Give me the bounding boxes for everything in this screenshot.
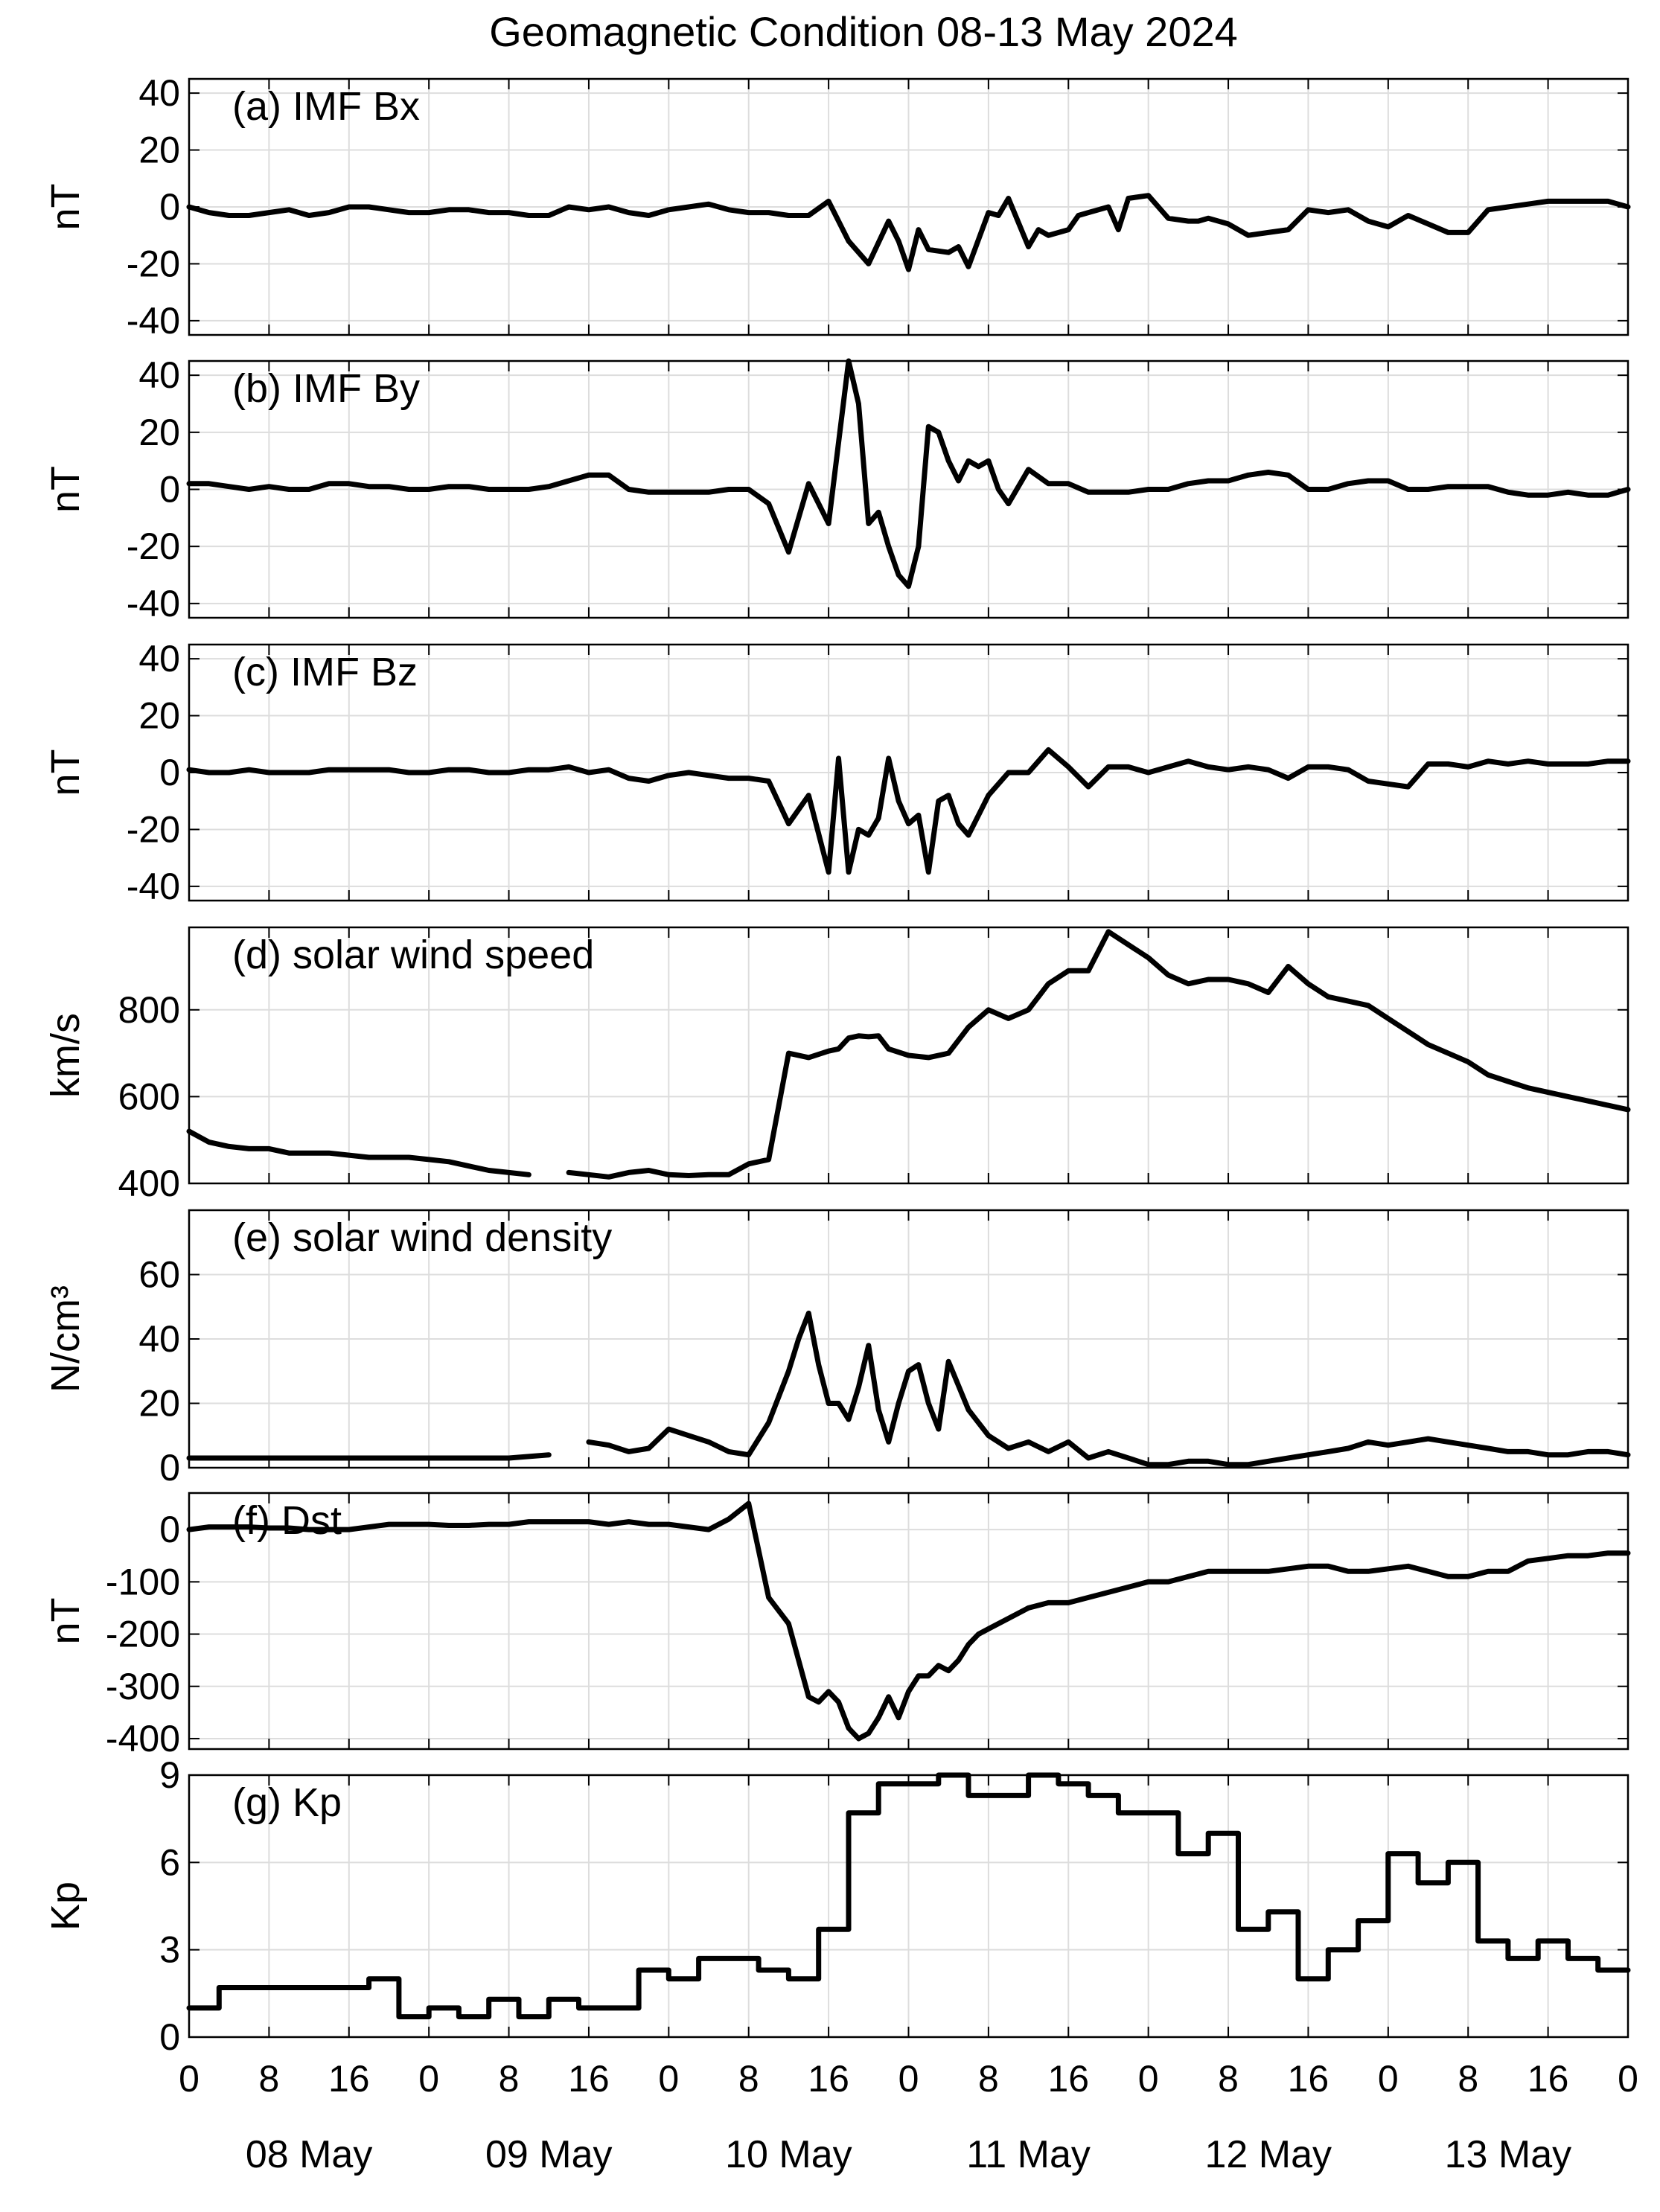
y-tick-label: 40 (138, 72, 180, 114)
y-axis-label: nT (43, 183, 88, 230)
panel-4: 60 40 20 0 (e) solar wind density N/cm³ (43, 1209, 1631, 1489)
x-tick-label: 0 (179, 2058, 199, 2100)
panel-frame (188, 1492, 1629, 1751)
panel-title: (d) solar wind speed (232, 933, 594, 977)
x-tick-label: 16 (1047, 2058, 1089, 2100)
y-tick-label: 20 (138, 130, 180, 171)
series-line (186, 193, 1631, 272)
y-tick-label: -200 (106, 1614, 180, 1655)
y-axis-label: nT (43, 466, 88, 513)
panel-title: (e) solar wind density (232, 1215, 612, 1260)
y-tick-label: 0 (159, 752, 180, 793)
y-tick-label: 6 (159, 1841, 180, 1883)
y-tick-label: -100 (106, 1561, 180, 1602)
y-tick-label: 9 (159, 1754, 180, 1796)
x-day-label: 13 May (1445, 2133, 1572, 2176)
y-tick-label: 20 (138, 695, 180, 737)
x-day-label: 09 May (485, 2133, 613, 2176)
y-tick-label: 0 (159, 1509, 180, 1550)
y-tick-label: -400 (106, 1718, 180, 1759)
x-day-label: 11 May (966, 2133, 1091, 2176)
x-tick-label: 0 (1138, 2058, 1159, 2100)
panel-frame (188, 1774, 1629, 2039)
y-tick-label: 40 (138, 1318, 180, 1360)
y-axis-label: nT (43, 1597, 88, 1644)
x-tick-label: 8 (978, 2058, 999, 2100)
panels: 40 20 0 -20 -40 (a) IMF Bx nT 40 20 0 -20 -40 (b) IM… (43, 72, 1631, 2058)
panel-2: 40 20 0 -20 -40 (c) IMF Bz nT (43, 638, 1631, 907)
x-tick-label: 16 (808, 2058, 849, 2100)
y-tick-label: -40 (127, 866, 180, 907)
series-line (186, 358, 1631, 589)
x-day-label: 08 May (246, 2133, 373, 2176)
y-tick-label: 600 (118, 1075, 180, 1117)
x-day-label: 12 May (1204, 2133, 1332, 2176)
panel-0: 40 20 0 -20 -40 (a) IMF Bx nT (43, 72, 1631, 342)
x-day-label: 10 May (725, 2133, 852, 2176)
y-tick-label: -20 (127, 808, 180, 850)
y-tick-label: -40 (127, 583, 180, 624)
x-tick-label: 0 (658, 2058, 679, 2100)
x-tick-label: 16 (1288, 2058, 1329, 2100)
panel-1: 40 20 0 -20 -40 (b) IMF By nT (43, 354, 1631, 624)
y-tick-label: -40 (127, 300, 180, 342)
panel-5: 0 -100 -200 -300 -400 (f) Dst nT (43, 1492, 1631, 1759)
x-tick-label: 16 (1527, 2058, 1569, 2100)
y-axis-label: km/s (43, 1013, 88, 1098)
panel-frame (188, 359, 1629, 619)
figure-title: Geomagnetic Condition 08-13 May 2024 (489, 8, 1238, 55)
panel-title: (f) Dst (232, 1498, 342, 1543)
y-tick-label: 3 (159, 1929, 180, 1971)
panel-title: (g) Kp (232, 1780, 342, 1825)
x-tick-label: 0 (898, 2058, 919, 2100)
y-axis-label: nT (43, 749, 88, 796)
x-tick-label: 8 (738, 2058, 759, 2100)
x-tick-label: 8 (258, 2058, 279, 2100)
y-tick-label: -300 (106, 1666, 180, 1707)
x-tick-label: 16 (328, 2058, 370, 2100)
y-tick-label: -20 (127, 243, 180, 284)
series-line (186, 1500, 1631, 1742)
series-line (186, 929, 1631, 1180)
y-tick-label: 40 (138, 354, 180, 396)
panel-frame (188, 77, 1629, 336)
y-axis-label: Kp (43, 1882, 88, 1931)
x-tick-label: 8 (499, 2058, 520, 2100)
y-tick-label: 60 (138, 1254, 180, 1296)
y-tick-label: 20 (138, 412, 180, 453)
x-tick-label: 0 (418, 2058, 439, 2100)
x-tick-label: 0 (1378, 2058, 1399, 2100)
y-tick-label: 0 (159, 186, 180, 228)
panel-3: 800 600 400 (d) solar wind speed km/s (43, 926, 1631, 1204)
y-tick-label: -20 (127, 525, 180, 567)
y-tick-label: 0 (159, 1447, 180, 1489)
x-tick-label: 8 (1458, 2058, 1478, 2100)
panel-6: 9 6 3 0 (g) Kp Kp (43, 1754, 1631, 2058)
y-tick-label: 0 (159, 469, 180, 511)
y-tick-label: 800 (118, 989, 180, 1031)
panel-title: (b) IMF By (232, 366, 420, 411)
y-tick-label: 20 (138, 1383, 180, 1425)
x-tick-label: 16 (568, 2058, 610, 2100)
panel-title: (c) IMF Bz (232, 650, 418, 694)
y-tick-label: 0 (159, 2016, 180, 2058)
panel-frame (188, 926, 1629, 1185)
y-tick-label: 400 (118, 1163, 180, 1204)
panel-frame (188, 1209, 1629, 1469)
y-axis-label: N/cm³ (43, 1285, 88, 1393)
y-tick-label: 40 (138, 638, 180, 680)
panel-title: (a) IMF Bx (232, 84, 420, 129)
panel-frame (188, 643, 1629, 902)
x-tick-label: 8 (1218, 2058, 1239, 2100)
x-axis: 0 8 16 0 8 16 0 8 16 0 8 16 0 8 16 0 8 16 0 08 May 09 May 10 … (179, 2058, 1638, 2176)
series-line (186, 747, 1631, 875)
series-line (186, 1310, 1631, 1468)
x-tick-label: 0 (1618, 2058, 1638, 2100)
